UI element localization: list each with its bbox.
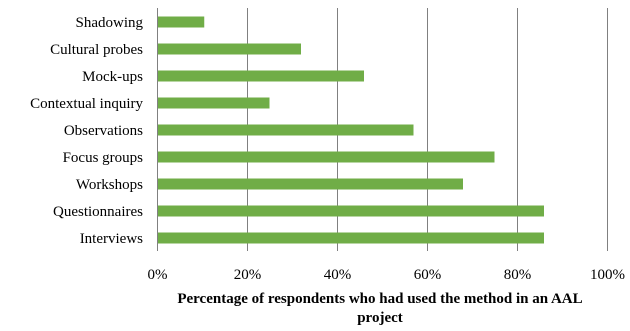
bar	[158, 151, 495, 163]
category-label: Questionnaires	[53, 204, 143, 220]
category-label: Cultural probes	[50, 42, 143, 58]
category-label: Focus groups	[63, 150, 144, 166]
x-axis-title-line-2: project	[357, 310, 403, 326]
category-label: Contextual inquiry	[30, 96, 143, 112]
category-label: Shadowing	[76, 15, 144, 31]
x-axis-title-line-1: Percentage of respondents who had used t…	[177, 291, 582, 307]
x-tick-label: 80%	[504, 267, 532, 283]
x-tick-labels: 0% 20% 40% 60% 80% 100%	[148, 267, 626, 283]
bar	[158, 70, 364, 82]
category-label: Observations	[64, 123, 143, 139]
bars	[158, 16, 544, 244]
bar	[158, 16, 205, 28]
bar	[158, 124, 414, 136]
bar	[158, 97, 270, 109]
x-tick-label: 0%	[148, 267, 168, 283]
category-label: Workshops	[76, 177, 143, 193]
x-tick-label: 20%	[234, 267, 262, 283]
category-labels: Shadowing Cultural probes Mock-ups Contextu…	[30, 15, 143, 247]
bar	[158, 232, 544, 244]
category-label: Mock-ups	[82, 69, 143, 85]
x-tick-label: 60%	[414, 267, 442, 283]
bar	[158, 205, 544, 217]
bar	[158, 178, 463, 190]
category-label: Interviews	[80, 231, 143, 247]
x-tick-label: 100%	[590, 267, 625, 283]
x-tick-label: 40%	[324, 267, 352, 283]
bar	[158, 43, 301, 55]
